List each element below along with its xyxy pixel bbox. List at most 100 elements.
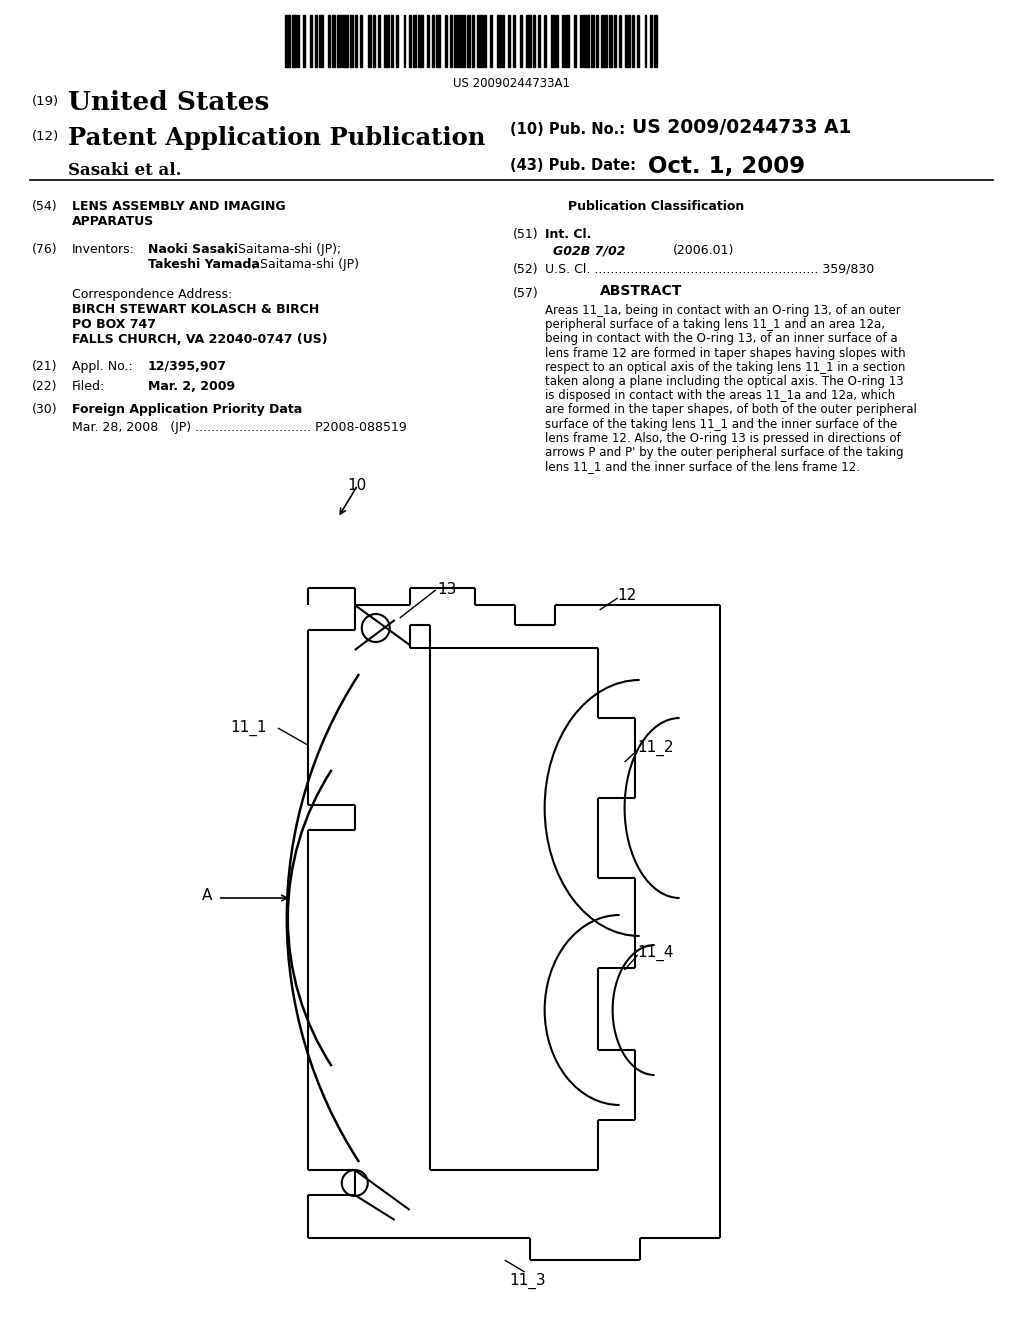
Bar	[432, 15, 434, 67]
Text: 11_3: 11_3	[510, 1272, 546, 1290]
Bar	[467, 15, 470, 67]
Text: surface of the taking lens 11_1 and the inner surface of the: surface of the taking lens 11_1 and the …	[545, 417, 897, 430]
Text: is disposed in contact with the areas 11_1a and 12a, which: is disposed in contact with the areas 11…	[545, 389, 895, 403]
Bar	[391, 15, 393, 67]
Bar	[373, 15, 375, 67]
Text: United States: United States	[68, 90, 269, 115]
Bar	[444, 15, 446, 67]
Text: taken along a plane including the optical axis. The O-ring 13: taken along a plane including the optica…	[545, 375, 903, 388]
Bar	[332, 15, 335, 67]
Bar	[384, 15, 389, 67]
Text: FALLS CHURCH, VA 22040-0747 (US): FALLS CHURCH, VA 22040-0747 (US)	[72, 333, 328, 346]
Bar	[632, 15, 634, 67]
Text: (21): (21)	[32, 360, 57, 374]
Bar	[396, 15, 398, 67]
Bar	[454, 15, 458, 67]
Bar	[591, 15, 594, 67]
Text: Publication Classification: Publication Classification	[567, 201, 743, 213]
Bar	[601, 15, 607, 67]
Bar	[497, 15, 501, 67]
Bar	[556, 15, 558, 67]
Text: Inventors:: Inventors:	[72, 243, 135, 256]
Text: lens frame 12. Also, the O-ring 13 is pressed in directions of: lens frame 12. Also, the O-ring 13 is pr…	[545, 432, 900, 445]
Bar	[285, 15, 290, 67]
Text: PO BOX 747: PO BOX 747	[72, 318, 156, 331]
Text: U.S. Cl. ........................................................ 359/830: U.S. Cl. ...............................…	[545, 263, 873, 276]
Bar	[544, 15, 546, 67]
Bar	[342, 15, 348, 67]
Bar	[349, 15, 353, 67]
Text: Sasaki et al.: Sasaki et al.	[68, 162, 181, 180]
Bar	[292, 15, 296, 67]
Bar	[319, 15, 323, 67]
Bar	[315, 15, 317, 67]
Bar	[409, 15, 411, 67]
Text: 12: 12	[617, 587, 637, 603]
Bar	[562, 15, 563, 67]
Bar	[477, 15, 482, 67]
Bar	[355, 15, 356, 67]
Text: US 2009/0244733 A1: US 2009/0244733 A1	[632, 117, 851, 137]
Bar	[526, 15, 531, 67]
Bar	[650, 15, 652, 67]
Text: arrows P and P' by the outer peripheral surface of the taking: arrows P and P' by the outer peripheral …	[545, 446, 903, 459]
Bar	[484, 15, 486, 67]
Text: Naoki Sasaki: Naoki Sasaki	[147, 243, 238, 256]
Text: G02B 7/02: G02B 7/02	[553, 244, 625, 257]
Bar	[625, 15, 630, 67]
Text: lens 11_1 and the inner surface of the lens frame 12.: lens 11_1 and the inner surface of the l…	[545, 461, 860, 473]
Bar	[451, 15, 453, 67]
Bar	[413, 15, 416, 67]
Bar	[503, 15, 504, 67]
Text: 11_1: 11_1	[229, 719, 266, 737]
Text: Correspondence Address:: Correspondence Address:	[72, 288, 232, 301]
Text: (30): (30)	[32, 403, 57, 416]
Text: Takeshi Yamada: Takeshi Yamada	[147, 257, 260, 271]
Bar	[551, 15, 555, 67]
Text: (12): (12)	[32, 129, 59, 143]
Text: 10: 10	[348, 478, 367, 492]
Bar	[378, 15, 380, 67]
Bar	[360, 15, 362, 67]
Text: (19): (19)	[32, 95, 59, 108]
Text: , Saitama-shi (JP): , Saitama-shi (JP)	[252, 257, 358, 271]
Bar	[472, 15, 474, 67]
Text: (2006.01): (2006.01)	[673, 244, 734, 257]
Text: Mar. 2, 2009: Mar. 2, 2009	[147, 380, 236, 393]
Bar	[310, 15, 311, 67]
Bar	[539, 15, 541, 67]
Text: 13: 13	[437, 582, 457, 597]
Text: A: A	[202, 887, 212, 903]
Text: Int. Cl.: Int. Cl.	[545, 228, 591, 242]
Bar	[297, 15, 299, 67]
Bar	[520, 15, 522, 67]
Text: LENS ASSEMBLY AND IMAGING: LENS ASSEMBLY AND IMAGING	[72, 201, 286, 213]
Text: Patent Application Publication: Patent Application Publication	[68, 125, 485, 150]
Bar	[534, 15, 535, 67]
Bar	[513, 15, 515, 67]
Text: (76): (76)	[32, 243, 57, 256]
Text: (10) Pub. No.:: (10) Pub. No.:	[510, 121, 625, 137]
Text: respect to an optical axis of the taking lens 11_1 in a section: respect to an optical axis of the taking…	[545, 360, 905, 374]
Text: Filed:: Filed:	[72, 380, 105, 393]
Bar	[460, 15, 465, 67]
Bar	[418, 15, 423, 67]
Bar	[644, 15, 646, 67]
Text: peripheral surface of a taking lens 11_1 and an area 12a,: peripheral surface of a taking lens 11_1…	[545, 318, 885, 331]
Text: US 20090244733A1: US 20090244733A1	[454, 77, 570, 90]
Text: ABSTRACT: ABSTRACT	[600, 284, 682, 298]
Text: , Saitama-shi (JP);: , Saitama-shi (JP);	[229, 243, 341, 256]
Bar	[584, 15, 589, 67]
Text: Foreign Application Priority Data: Foreign Application Priority Data	[72, 403, 302, 416]
Bar	[574, 15, 577, 67]
Bar	[427, 15, 429, 67]
Bar	[614, 15, 615, 67]
Text: Appl. No.:: Appl. No.:	[72, 360, 133, 374]
Text: (54): (54)	[32, 201, 57, 213]
Bar	[565, 15, 569, 67]
Bar	[303, 15, 304, 67]
Text: Mar. 28, 2008   (JP) ............................. P2008-088519: Mar. 28, 2008 (JP) .....................…	[72, 421, 407, 434]
Text: (57): (57)	[513, 286, 539, 300]
Text: Areas 11_1a, being in contact with an O-ring 13, of an outer: Areas 11_1a, being in contact with an O-…	[545, 304, 900, 317]
Text: 11_4: 11_4	[638, 945, 674, 961]
